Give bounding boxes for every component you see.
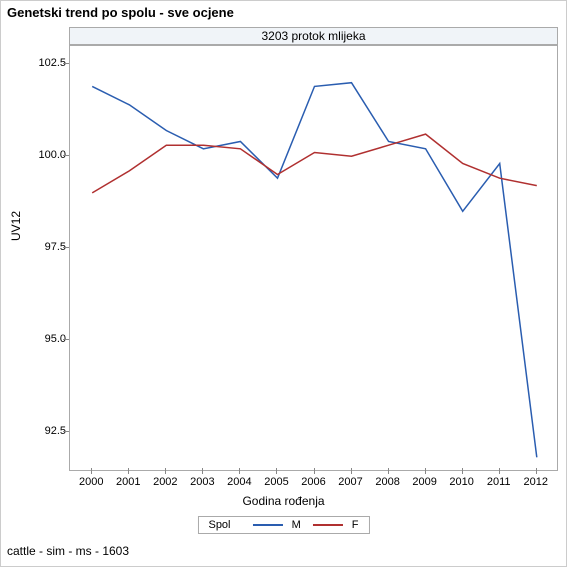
y-tick-label: 95.0 <box>26 333 66 345</box>
x-tick-label: 2007 <box>338 476 362 488</box>
x-axis-label: Godina rođenja <box>1 494 566 508</box>
x-tick-mark <box>425 468 426 474</box>
x-tick-mark <box>276 468 277 474</box>
chart-subtitle: 3203 protok mlijeka <box>69 27 558 45</box>
x-tick-mark <box>462 468 463 474</box>
legend: Spol M F <box>197 516 369 534</box>
x-tick-mark <box>314 468 315 474</box>
y-tick-label: 102.5 <box>26 57 66 69</box>
x-tick-label: 2001 <box>116 476 140 488</box>
x-tick-mark <box>351 468 352 474</box>
y-tick-label: 97.5 <box>26 241 66 253</box>
legend-swatch-F <box>313 524 343 526</box>
plot-area <box>69 45 558 471</box>
x-tick-label: 2004 <box>227 476 251 488</box>
x-tick-label: 2003 <box>190 476 214 488</box>
legend-label-M: M <box>289 519 301 531</box>
chart-lines <box>70 46 559 472</box>
x-tick-mark <box>91 468 92 474</box>
x-tick-mark <box>536 468 537 474</box>
y-tick-mark <box>63 339 69 340</box>
legend-swatch-M <box>253 524 283 526</box>
x-tick-label: 2011 <box>487 476 511 488</box>
y-tick-label: 100.0 <box>26 149 66 161</box>
x-tick-mark <box>165 468 166 474</box>
x-tick-mark <box>388 468 389 474</box>
y-tick-mark <box>63 431 69 432</box>
legend-label-F: F <box>349 519 359 531</box>
legend-title: Spol <box>208 519 230 531</box>
y-tick-mark <box>63 155 69 156</box>
x-tick-label: 2008 <box>375 476 399 488</box>
x-tick-label: 2000 <box>79 476 103 488</box>
x-tick-mark <box>499 468 500 474</box>
x-tick-label: 2002 <box>153 476 177 488</box>
series-line-F <box>92 134 537 193</box>
x-tick-label: 2006 <box>301 476 325 488</box>
x-tick-mark <box>202 468 203 474</box>
y-tick-mark <box>63 63 69 64</box>
x-tick-mark <box>128 468 129 474</box>
x-tick-mark <box>239 468 240 474</box>
y-tick-label: 92.5 <box>26 425 66 437</box>
y-axis-label: UV12 <box>9 211 23 241</box>
x-tick-label: 2005 <box>264 476 288 488</box>
x-tick-label: 2012 <box>524 476 548 488</box>
chart-title: Genetski trend po spolu - sve ocjene <box>7 5 234 20</box>
y-tick-mark <box>63 247 69 248</box>
x-tick-label: 2009 <box>412 476 436 488</box>
footer-text: cattle - sim - ms - 1603 <box>7 544 129 558</box>
series-line-M <box>92 83 537 458</box>
x-tick-label: 2010 <box>449 476 473 488</box>
